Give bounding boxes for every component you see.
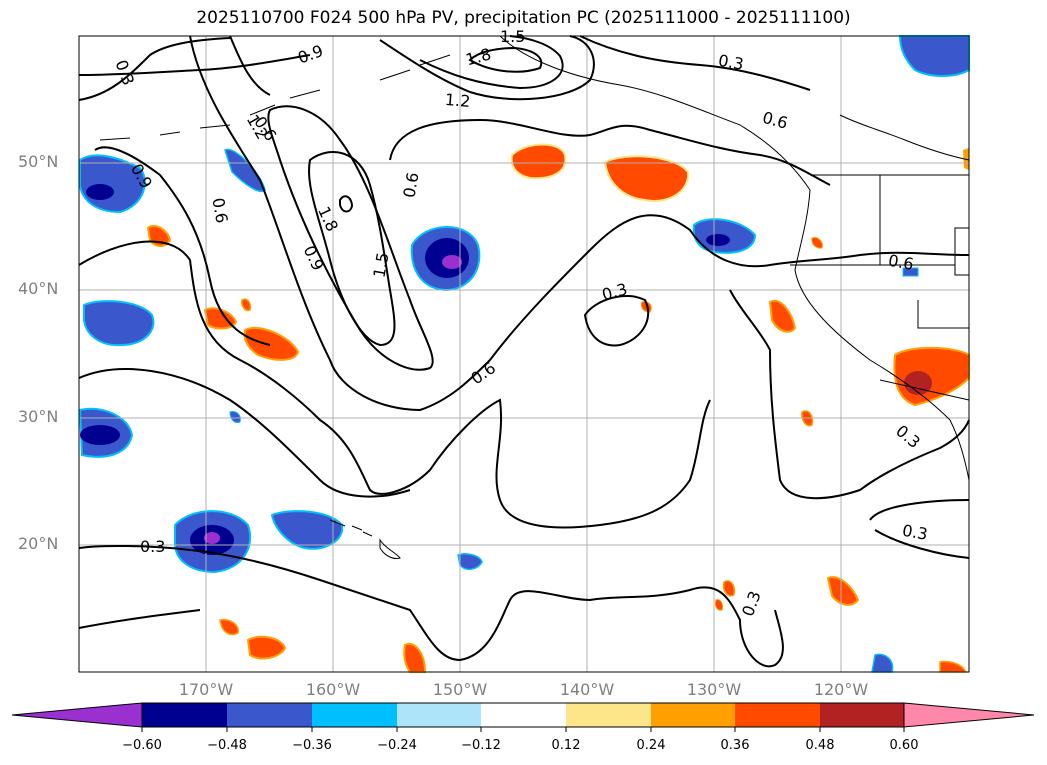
precip-positive-areas bbox=[146, 143, 970, 673]
lon-label: 120°W bbox=[813, 680, 869, 699]
contour-label: 0.3 bbox=[717, 51, 745, 74]
contour-label: 0.3 bbox=[901, 521, 929, 544]
contour-label: 0.3 bbox=[140, 537, 165, 556]
map-title: 2025110700 F024 500 hPa PV, precipitatio… bbox=[196, 8, 851, 28]
lon-label: 130°W bbox=[686, 680, 742, 699]
contour-label: 0.6 bbox=[887, 251, 915, 274]
colorbar-tick-label: 0.12 bbox=[551, 738, 581, 753]
lat-label: 30°N bbox=[18, 407, 59, 426]
colorbar-tick-label: −0.48 bbox=[207, 738, 247, 753]
contour-label: 0.6 bbox=[208, 196, 231, 224]
lon-label: 150°W bbox=[432, 680, 488, 699]
contour-label: 1.2 bbox=[444, 90, 471, 111]
colorbar bbox=[11, 702, 1035, 732]
colorbar-tick-label: −0.12 bbox=[461, 738, 501, 753]
colorbar-tick-label: 0.24 bbox=[636, 738, 666, 753]
colorbar-tick-label: −0.24 bbox=[377, 738, 417, 753]
colorbar-tick-label: 0.48 bbox=[805, 738, 835, 753]
colorbar-tick-label: −0.36 bbox=[292, 738, 332, 753]
colorbar-tick-label: 0.36 bbox=[720, 738, 750, 753]
colorbar-tick-label: 0.60 bbox=[889, 738, 919, 753]
colorbar-tick-label: −0.60 bbox=[122, 738, 162, 753]
lat-label: 40°N bbox=[18, 279, 59, 298]
pv-contours bbox=[78, 35, 970, 668]
lon-label: 170°W bbox=[178, 680, 234, 699]
lat-label: 20°N bbox=[18, 534, 59, 553]
map-gridlines bbox=[79, 36, 969, 672]
lon-label: 140°W bbox=[559, 680, 615, 699]
contour-label: 1.5 bbox=[369, 251, 392, 279]
contour-label: 1.5 bbox=[500, 27, 525, 46]
coastlines bbox=[99, 35, 970, 559]
lat-label: 50°N bbox=[18, 152, 59, 171]
lon-label: 160°W bbox=[305, 680, 361, 699]
contour-label: 0.6 bbox=[399, 171, 422, 199]
